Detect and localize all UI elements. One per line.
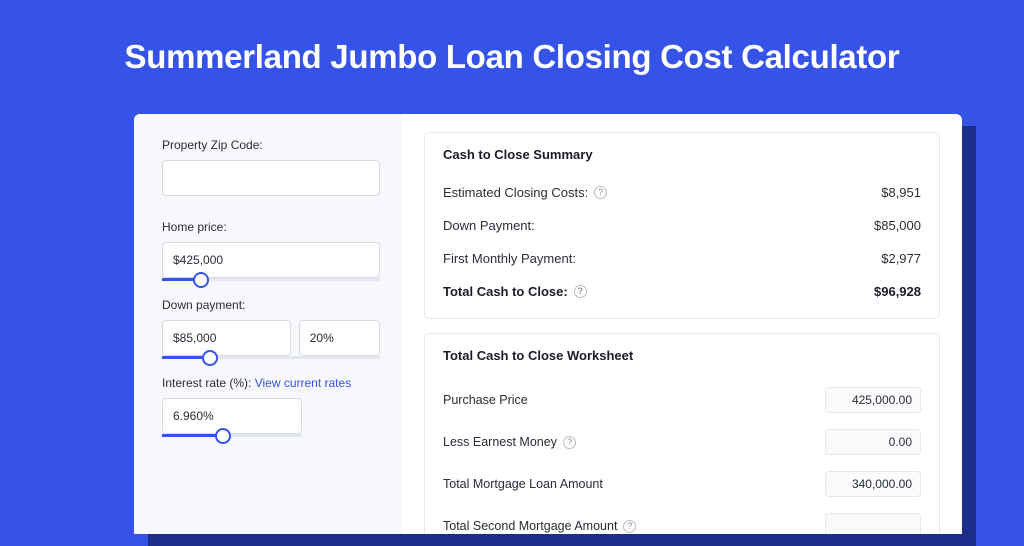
worksheet-value-input[interactable] <box>825 429 921 455</box>
summary-label: Total Cash to Close: <box>443 284 568 299</box>
worksheet-row-mortgage-amount: Total Mortgage Loan Amount <box>443 463 921 505</box>
worksheet-value-input[interactable] <box>825 513 921 534</box>
summary-value: $85,000 <box>874 218 921 233</box>
summary-row-first-payment: First Monthly Payment: $2,977 <box>443 242 921 275</box>
summary-row-total: Total Cash to Close: ? $96,928 <box>443 275 921 308</box>
summary-label: First Monthly Payment: <box>443 251 576 266</box>
down-payment-dual <box>162 320 380 356</box>
help-icon[interactable]: ? <box>574 285 587 298</box>
down-payment-group: Down payment: <box>162 298 380 356</box>
worksheet-value-input[interactable] <box>825 387 921 413</box>
help-icon[interactable]: ? <box>594 186 607 199</box>
interest-rate-slider-fill <box>162 434 223 437</box>
summary-row-down-payment: Down Payment: $85,000 <box>443 209 921 242</box>
zip-input[interactable] <box>162 160 380 196</box>
worksheet-row-earnest-money: Less Earnest Money ? <box>443 421 921 463</box>
worksheet-label: Less Earnest Money <box>443 435 557 449</box>
summary-title: Cash to Close Summary <box>443 147 921 162</box>
worksheet-title: Total Cash to Close Worksheet <box>443 348 921 363</box>
inputs-panel: Property Zip Code: Home price: Down paym… <box>134 114 402 534</box>
worksheet-row-second-mortgage: Total Second Mortgage Amount ? <box>443 505 921 534</box>
home-price-input[interactable] <box>162 242 380 278</box>
worksheet-label: Total Second Mortgage Amount <box>443 519 617 533</box>
home-price-group: Home price: <box>162 220 380 278</box>
summary-box: Cash to Close Summary Estimated Closing … <box>424 132 940 319</box>
interest-rate-label: Interest rate (%): View current rates <box>162 376 380 390</box>
interest-rate-input[interactable] <box>162 398 302 434</box>
interest-rate-label-text: Interest rate (%): <box>162 376 255 390</box>
home-price-slider-thumb[interactable] <box>193 272 209 288</box>
help-icon[interactable]: ? <box>563 436 576 449</box>
interest-rate-slider-thumb[interactable] <box>215 428 231 444</box>
worksheet-box: Total Cash to Close Worksheet Purchase P… <box>424 333 940 534</box>
worksheet-value-input[interactable] <box>825 471 921 497</box>
calculator-card: Property Zip Code: Home price: Down paym… <box>134 114 962 534</box>
summary-label: Down Payment: <box>443 218 535 233</box>
down-payment-label: Down payment: <box>162 298 380 312</box>
help-icon[interactable]: ? <box>623 520 636 533</box>
summary-value: $8,951 <box>881 185 921 200</box>
home-price-label: Home price: <box>162 220 380 234</box>
page-title: Summerland Jumbo Loan Closing Cost Calcu… <box>0 0 1024 106</box>
view-rates-link[interactable]: View current rates <box>255 376 352 390</box>
down-payment-slider-thumb[interactable] <box>202 350 218 366</box>
results-panel: Cash to Close Summary Estimated Closing … <box>402 114 962 534</box>
interest-rate-group: Interest rate (%): View current rates <box>162 376 380 434</box>
summary-label: Estimated Closing Costs: <box>443 185 588 200</box>
zip-group: Property Zip Code: <box>162 138 380 196</box>
worksheet-label: Total Mortgage Loan Amount <box>443 477 603 491</box>
summary-row-closing-costs: Estimated Closing Costs: ? $8,951 <box>443 176 921 209</box>
zip-label: Property Zip Code: <box>162 138 380 152</box>
down-payment-pct-input[interactable] <box>299 320 380 356</box>
summary-value: $96,928 <box>874 284 921 299</box>
worksheet-row-purchase-price: Purchase Price <box>443 379 921 421</box>
down-payment-input[interactable] <box>162 320 291 356</box>
summary-value: $2,977 <box>881 251 921 266</box>
worksheet-label: Purchase Price <box>443 393 528 407</box>
